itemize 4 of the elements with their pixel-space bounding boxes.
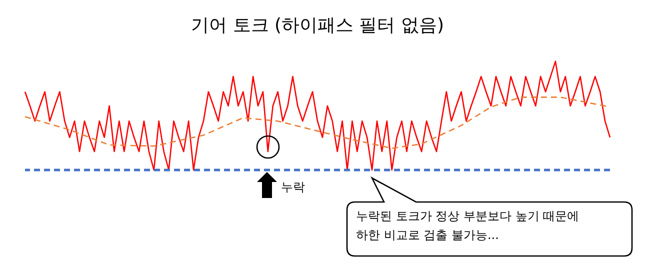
text: 누락된 토크가 정상 부분보다 높기 때문에	[356, 208, 580, 225]
chart-title: 기어 토크 (하이패스 필터 없음)	[191, 15, 444, 36]
text: 누락	[281, 179, 305, 196]
text: 하한 비교로 검출 불가능...	[356, 227, 499, 244]
